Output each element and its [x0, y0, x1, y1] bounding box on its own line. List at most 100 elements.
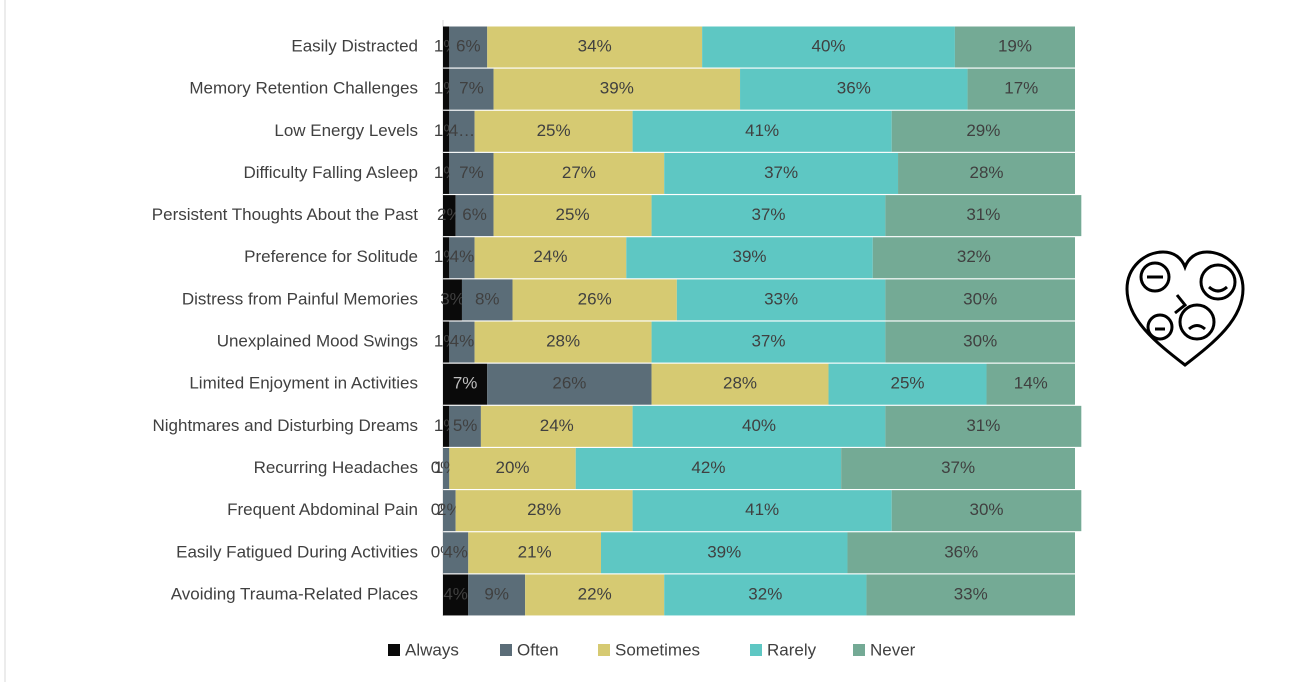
bar-segment — [493, 152, 665, 194]
y-tick-label: Recurring Headaches — [254, 458, 418, 477]
bar-segment — [891, 110, 1075, 152]
bar-segment — [468, 574, 526, 616]
data-label: 24% — [533, 247, 567, 266]
y-tick-label: Frequent Abdominal Pain — [227, 500, 418, 519]
data-label: 40% — [742, 416, 776, 435]
y-tick-label: Memory Retention Challenges — [189, 79, 418, 98]
data-label: 39% — [600, 79, 634, 98]
bar-segment — [443, 532, 469, 574]
bar-segment — [885, 279, 1075, 321]
data-label: 14% — [1014, 374, 1048, 393]
bar-segment — [891, 490, 1082, 532]
data-label: 34% — [578, 36, 612, 55]
bar-segment — [443, 363, 488, 405]
bar-segment — [455, 490, 633, 532]
data-label: 37% — [941, 458, 975, 477]
bar-segment — [443, 279, 462, 321]
y-tick-label: Easily Fatigued During Activities — [176, 542, 418, 561]
data-label: 30% — [970, 500, 1004, 519]
legend-swatch — [750, 644, 762, 656]
bar-segment — [702, 26, 955, 68]
data-label: 32% — [748, 584, 782, 603]
legend-label: Sometimes — [615, 640, 700, 659]
data-label: 28% — [723, 374, 757, 393]
data-label: 37% — [751, 205, 785, 224]
data-label: 39% — [733, 247, 767, 266]
bar-segment — [632, 110, 892, 152]
data-label: 28% — [970, 163, 1004, 182]
bar-segment — [443, 26, 450, 68]
data-label: 28% — [527, 500, 561, 519]
bar-segment — [443, 152, 450, 194]
y-tick-label: Distress from Painful Memories — [182, 289, 418, 308]
bar-segment — [443, 574, 469, 616]
data-label: 7% — [459, 163, 484, 182]
data-label: 26% — [578, 289, 612, 308]
data-label: 24% — [540, 416, 574, 435]
bar-segment — [954, 26, 1075, 68]
data-label: 37% — [751, 332, 785, 351]
bar-segment — [474, 110, 633, 152]
bar-segment — [480, 405, 633, 447]
bar-segment — [443, 490, 456, 532]
data-label: 9% — [484, 584, 509, 603]
y-tick-label: Persistent Thoughts About the Past — [152, 205, 418, 224]
bar-segment — [449, 110, 475, 152]
bar-segment — [866, 574, 1075, 616]
bar-segment — [461, 279, 513, 321]
data-label: 25% — [537, 121, 571, 140]
bar-segment — [841, 448, 1075, 489]
bar-segment — [449, 237, 475, 279]
bar-segment — [676, 279, 886, 321]
data-label: 4… — [449, 121, 475, 140]
bar-segment — [443, 321, 450, 363]
legend-label: Rarely — [767, 640, 817, 659]
data-label: 31% — [966, 205, 1000, 224]
bar-segment — [885, 405, 1082, 447]
data-label: 25% — [891, 374, 925, 393]
data-label: 4% — [450, 332, 475, 351]
data-label: 36% — [944, 542, 978, 561]
data-label: 19% — [998, 36, 1032, 55]
bar-segment — [651, 363, 829, 405]
data-label: 36% — [837, 79, 871, 98]
bar-segment — [474, 237, 627, 279]
bar-segment — [487, 26, 703, 68]
y-tick-label: Limited Enjoyment in Activities — [189, 374, 418, 393]
bar-segment — [525, 574, 665, 616]
heart-icon — [1125, 250, 1245, 367]
data-label: 30% — [963, 289, 997, 308]
bar-segment — [443, 237, 450, 279]
y-tick-label: Avoiding Trauma-Related Places — [171, 584, 418, 603]
bar-segment — [664, 152, 899, 194]
data-label: 6% — [456, 36, 481, 55]
data-label: 33% — [764, 289, 798, 308]
bar-segment — [664, 574, 867, 616]
bar-segment — [512, 279, 677, 321]
bar-segment — [449, 405, 481, 447]
bar-segment — [885, 321, 1075, 363]
y-tick-label: Difficulty Falling Asleep — [244, 163, 419, 182]
bar-segment — [967, 68, 1075, 110]
legend-swatch — [500, 644, 512, 656]
data-label: 25% — [556, 205, 590, 224]
bar-segment — [443, 195, 456, 237]
data-label: 41% — [745, 121, 779, 140]
bar-segment — [651, 195, 886, 237]
data-label: 32% — [957, 247, 991, 266]
legend-swatch — [388, 644, 400, 656]
bar-segment — [493, 68, 741, 110]
data-label: 42% — [691, 458, 725, 477]
bar-segment — [449, 448, 576, 489]
data-label: 37% — [764, 163, 798, 182]
data-label: 4% — [443, 584, 468, 603]
data-label: 17% — [1004, 79, 1038, 98]
bar-segment — [474, 321, 652, 363]
y-tick-label: Low Energy Levels — [274, 121, 418, 140]
y-tick-label: Easily Distracted — [291, 36, 418, 55]
data-label: 33% — [954, 584, 988, 603]
data-label: 40% — [812, 36, 846, 55]
y-tick-label: Unexplained Mood Swings — [217, 332, 418, 351]
bar-segment — [443, 448, 450, 489]
